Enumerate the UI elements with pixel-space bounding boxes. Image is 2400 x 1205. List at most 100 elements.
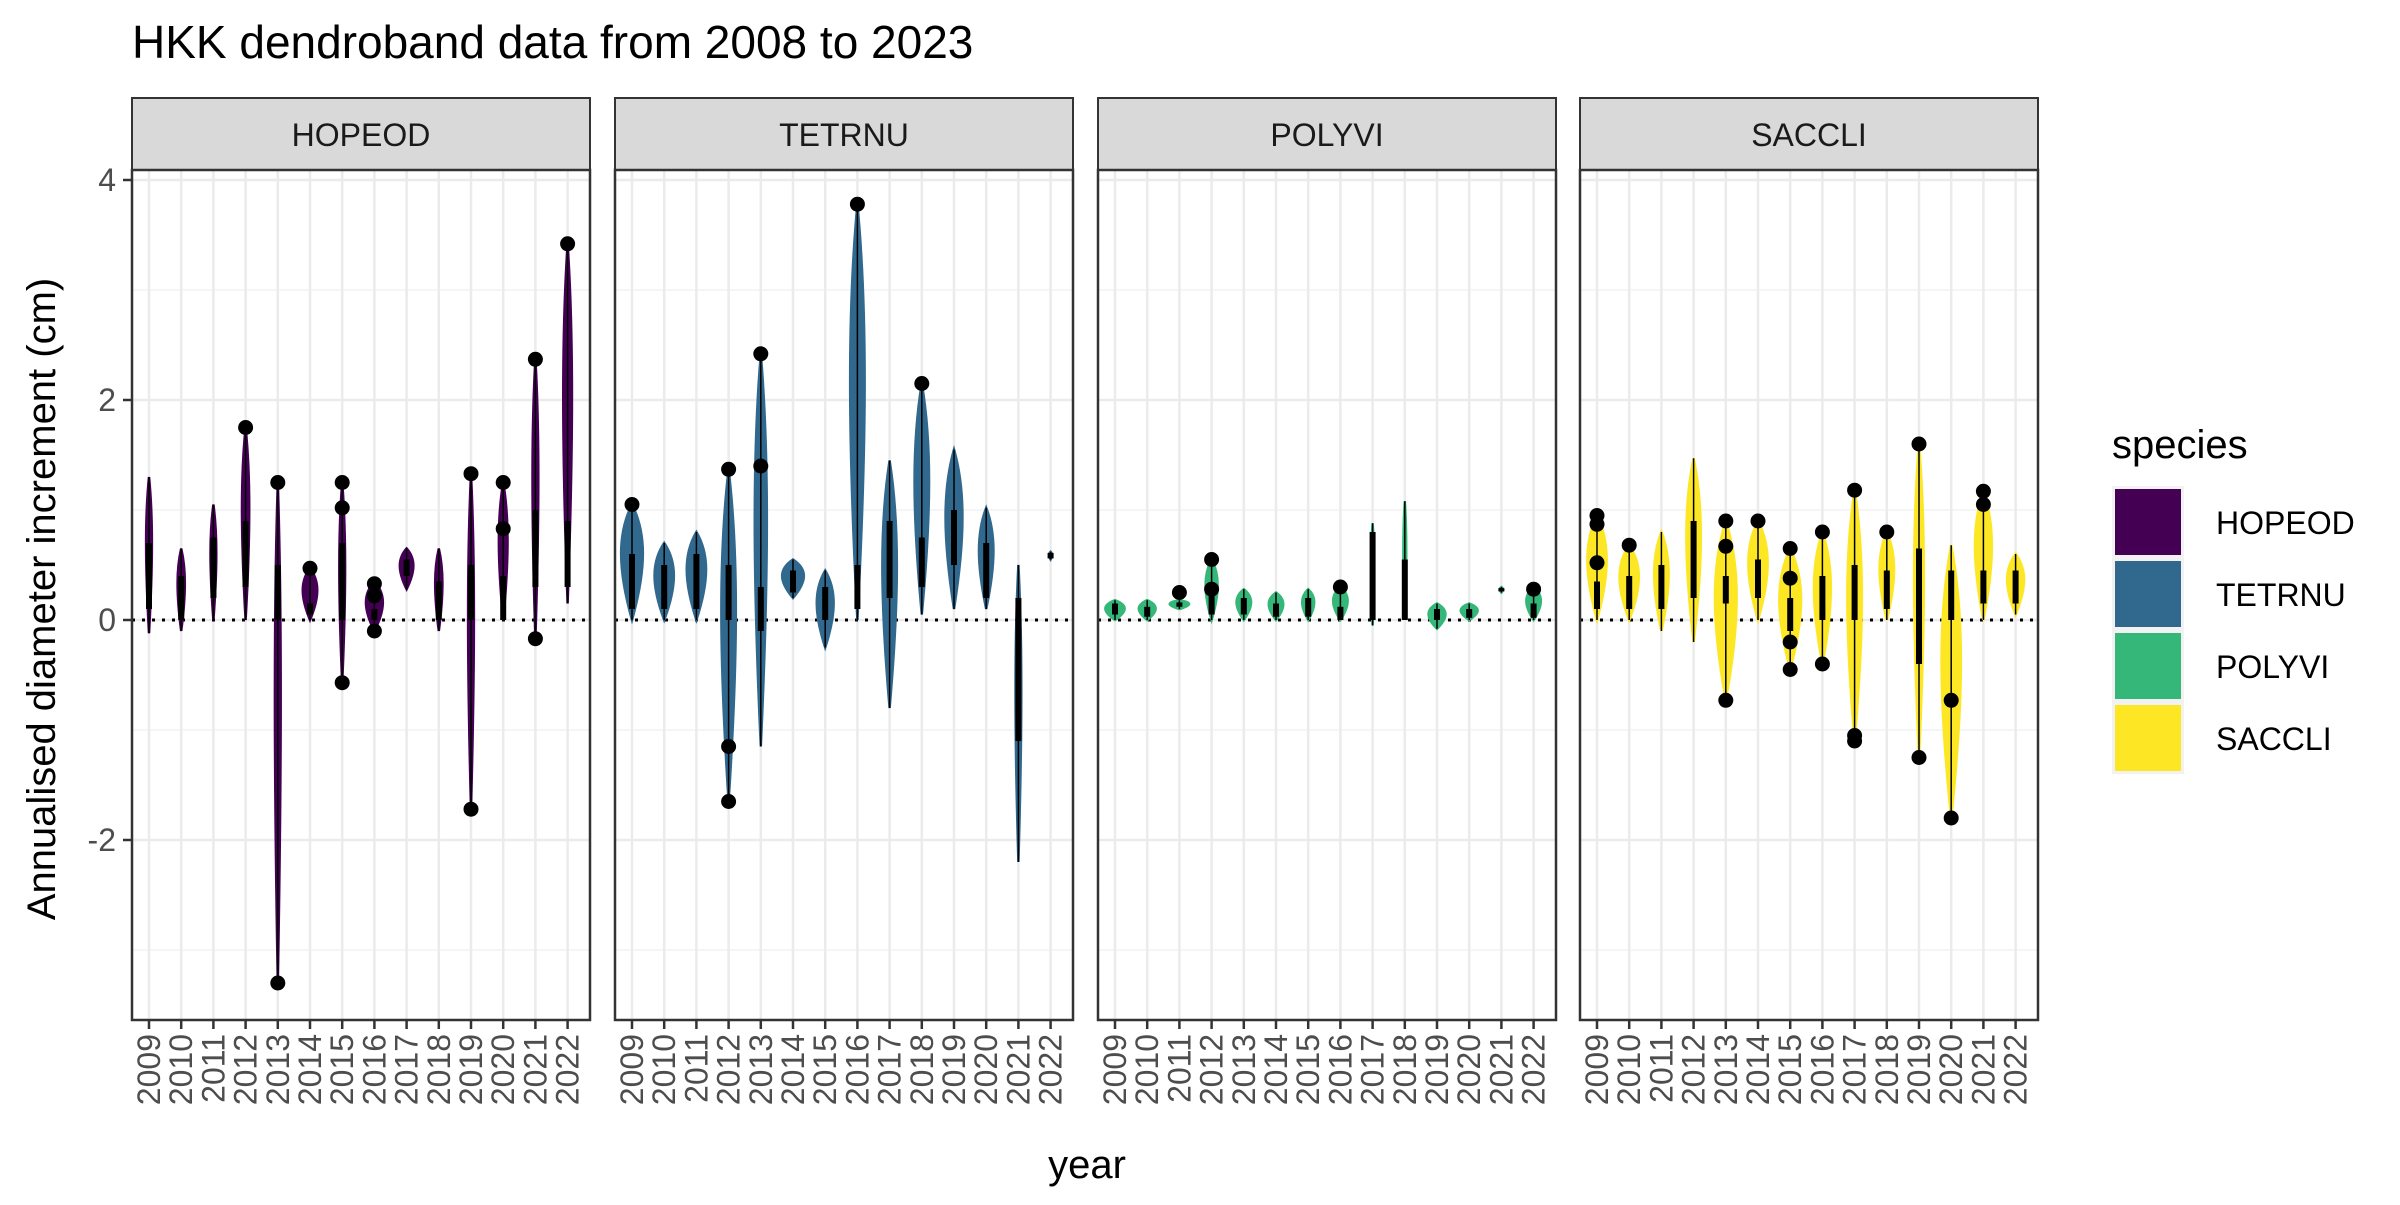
y-tick-label: 0 [98, 602, 116, 638]
panel-polyvi: POLYVI2009201020112012201320142015201620… [1096, 97, 1558, 1105]
legend-label-tetrnu: TETRNU [2216, 577, 2346, 613]
x-axis-label: year [1048, 1143, 1126, 1187]
x-tick-label: 2010 [163, 1034, 199, 1105]
facet-strip [1579, 97, 2039, 171]
x-tick-label: 2019 [453, 1034, 489, 1105]
outlier-point [624, 497, 640, 512]
facet-panels: HOPEOD2009201020112012201320142015201620… [130, 97, 2040, 1105]
outlier-point [753, 458, 769, 474]
x-tick-label: 2018 [1387, 1034, 1423, 1105]
x-tick-label: 2013 [1708, 1034, 1744, 1105]
panel-border [613, 168, 1075, 1022]
outlier-point [1782, 541, 1798, 556]
facet-strip [131, 97, 591, 171]
x-tick-label: 2022 [1033, 1034, 1069, 1105]
panel-background [132, 170, 590, 1020]
x-tick-label: 2011 [1161, 1034, 1197, 1103]
legend-key-tetrnu [2115, 561, 2181, 627]
y-axis-label: Annualised diameter increment (cm) [20, 278, 64, 920]
outlier-point [1718, 538, 1734, 554]
outlier-point [1526, 581, 1542, 597]
panel-border [1096, 168, 1558, 1022]
legend-key-saccli [2115, 705, 2181, 771]
outlier-point [1204, 552, 1220, 567]
outlier-point [495, 521, 511, 537]
legend-key-polyvi [2115, 633, 2181, 699]
y-tick-label: -2 [88, 822, 116, 858]
facet-strip [614, 97, 1074, 171]
x-tick-label: 2021 [1965, 1034, 2001, 1105]
outlier-point [849, 196, 865, 212]
panel-border [130, 168, 592, 1022]
x-tick-label: 2009 [1097, 1034, 1133, 1105]
outlier-point [495, 475, 511, 490]
outlier-point [1204, 581, 1220, 597]
outlier-point [302, 560, 318, 576]
x-tick-label: 2016 [1322, 1034, 1358, 1105]
x-tick-label: 2014 [1740, 1034, 1776, 1105]
panel-background [615, 170, 1073, 1020]
outlier-point [1911, 436, 1927, 452]
x-tick-label: 2012 [711, 1034, 747, 1105]
panel-tetrnu: TETRNU2009201020112012201320142015201620… [613, 97, 1075, 1105]
x-tick-label: 2021 [1483, 1034, 1519, 1105]
outlier-point [1943, 810, 1959, 826]
facet-strip [1097, 97, 1557, 171]
x-tick-label: 2020 [1933, 1034, 1969, 1105]
panel-background [1580, 170, 2038, 1020]
x-tick-label: 2014 [1258, 1034, 1294, 1105]
outlier-point [1782, 570, 1798, 586]
legend-label-hopeod: HOPEOD [2216, 505, 2355, 541]
y-tick-label: 4 [98, 162, 116, 198]
outlier-point [1171, 585, 1187, 600]
x-tick-label: 2012 [228, 1034, 264, 1105]
chart-title: HKK dendroband data from 2008 to 2023 [132, 16, 973, 68]
outlier-point [366, 623, 382, 639]
x-tick-label: 2011 [678, 1034, 714, 1103]
x-tick-label: 2020 [1451, 1034, 1487, 1105]
x-tick-label: 2021 [1000, 1034, 1036, 1105]
outlier-point [1621, 537, 1637, 553]
x-tick-label: 2009 [1579, 1034, 1615, 1105]
outlier-point [1847, 482, 1863, 498]
panel-saccli: SACCLI2009201020112012201320142015201620… [1578, 97, 2040, 1105]
outlier-point [270, 975, 286, 991]
outlier-point [721, 794, 737, 809]
panel-background [1098, 170, 1556, 1020]
x-tick-label: 2016 [356, 1034, 392, 1105]
x-tick-label: 2019 [936, 1034, 972, 1105]
facet-strip-label: SACCLI [1751, 117, 1867, 153]
outlier-point [1847, 733, 1863, 749]
x-tick-label: 2011 [1643, 1034, 1679, 1103]
x-tick-label: 2022 [1516, 1034, 1552, 1105]
facet-strip-label: POLYVI [1270, 117, 1383, 153]
outlier-point [1911, 750, 1927, 765]
legend: species HOPEOD TETRNU POLYVI SACCLI [2112, 423, 2355, 774]
outlier-point [270, 475, 286, 490]
x-tick-label: 2019 [1419, 1034, 1455, 1105]
x-tick-label: 2018 [421, 1034, 457, 1105]
y-tick-label: 2 [98, 382, 116, 418]
facet-strip-label: HOPEOD [292, 117, 431, 153]
x-tick-label: 2017 [1355, 1034, 1391, 1105]
outlier-point [334, 675, 350, 691]
outlier-point [1718, 513, 1734, 529]
panel-border [1578, 168, 2040, 1022]
legend-label-saccli: SACCLI [2216, 721, 2332, 757]
legend-items: HOPEOD TETRNU POLYVI SACCLI [2112, 486, 2355, 774]
outlier-point [1943, 692, 1959, 708]
outlier-point [238, 420, 254, 435]
y-axis: -2 0 2 4 [88, 162, 132, 858]
outlier-point [1814, 524, 1830, 540]
x-tick-label: 2021 [517, 1034, 553, 1105]
outlier-point [1879, 524, 1895, 540]
x-tick-label: 2010 [646, 1034, 682, 1105]
outlier-point [527, 351, 543, 367]
outlier-point [463, 801, 479, 817]
outlier-point [914, 376, 930, 391]
outlier-point [334, 475, 350, 490]
legend-key-hopeod [2115, 489, 2181, 555]
outlier-point [334, 500, 350, 516]
x-tick-label: 2012 [1676, 1034, 1712, 1105]
x-tick-label: 2015 [1772, 1034, 1808, 1105]
